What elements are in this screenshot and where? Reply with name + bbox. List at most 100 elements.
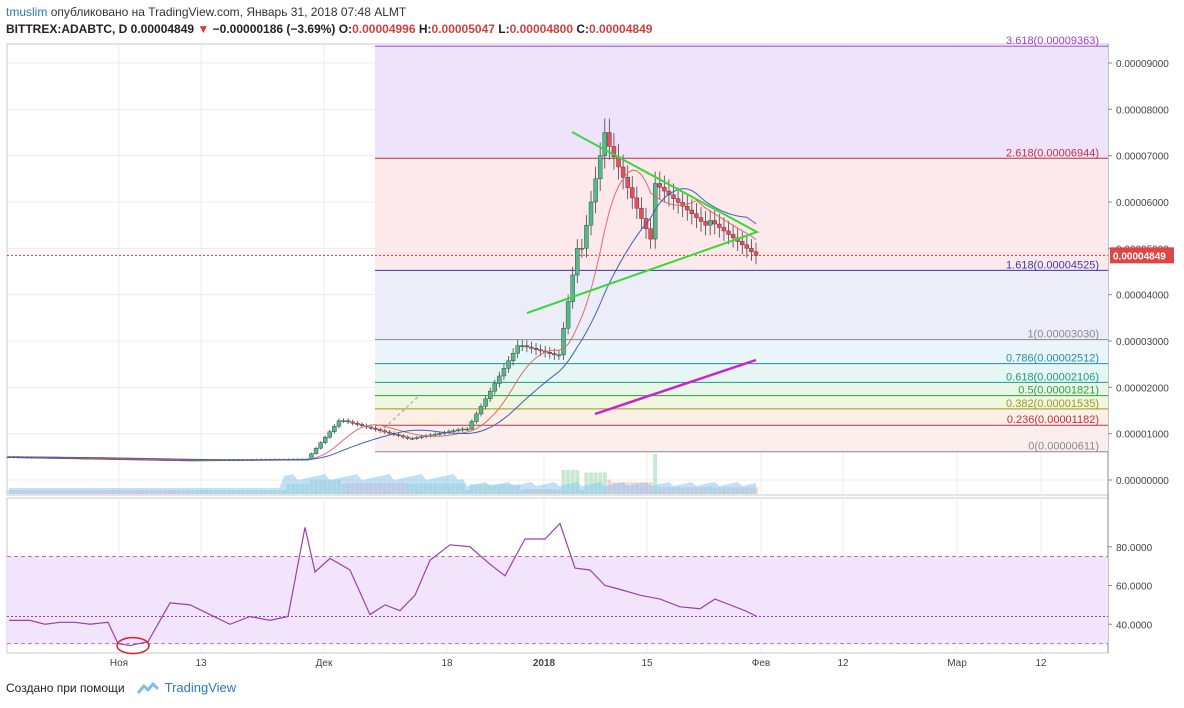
fib-level-label: 3.618(0.00009363): [1006, 35, 1099, 47]
candle-body: [437, 433, 442, 435]
rsi-tick-label: 80.0000: [1116, 543, 1153, 554]
candle-body: [717, 223, 722, 228]
author-link[interactable]: tmuslim: [6, 5, 48, 19]
candle-body: [355, 423, 360, 425]
candle-body: [721, 227, 727, 232]
time-tick-label: 2018: [533, 658, 556, 669]
price-tick-label: 0.00006000: [1116, 198, 1169, 209]
volume-bar: [584, 472, 589, 494]
candle-body: [749, 248, 754, 253]
candle-body: [410, 438, 415, 440]
candle-body: [451, 430, 456, 432]
candle-body: [465, 428, 470, 431]
fib-zone: [375, 46, 1108, 159]
candle-body: [625, 177, 630, 188]
candle-body: [657, 183, 662, 188]
candle-body: [689, 209, 695, 214]
candle-body: [561, 328, 566, 356]
volume-bar: [575, 469, 580, 494]
candle-body: [524, 345, 530, 348]
volume-ma-area: [9, 474, 756, 494]
candle-body: [575, 248, 580, 276]
candle-body: [579, 248, 585, 250]
candle-body: [345, 420, 351, 423]
rsi-line: [9, 522, 758, 647]
candle-body: [538, 349, 543, 352]
rsi-tick-label: 60.0000: [1116, 582, 1153, 593]
price-tick-label: 0.00000000: [1116, 476, 1169, 487]
ma-slow-line: [8, 188, 757, 461]
time-tick-label: Фев: [752, 658, 770, 669]
candle-body: [620, 166, 626, 178]
price-chart[interactable]: 3.618(0.00009363) 2.618(0.00006944) 1.618(…: [0, 0, 1184, 680]
candle-body: [707, 220, 713, 226]
price-tick-label: 0.00008000: [1116, 105, 1169, 116]
candle-body: [634, 197, 640, 209]
candle-body: [556, 354, 562, 357]
candle-body: [455, 429, 461, 432]
symbol-label[interactable]: BITTREX:ADABTC, D: [6, 22, 128, 36]
candle-body: [630, 187, 635, 199]
price-tick-label: 0.00004000: [1116, 291, 1169, 302]
candle-body: [652, 183, 658, 240]
candle-body: [419, 436, 424, 438]
candle-body: [332, 425, 337, 432]
volume-bar: [589, 472, 594, 494]
candle-body: [478, 406, 484, 415]
candle-body: [726, 230, 731, 235]
candle-body: [506, 360, 511, 369]
candle-body: [588, 201, 594, 226]
down-arrow-icon: ▼: [197, 22, 210, 36]
candle-body: [382, 430, 387, 433]
candle-body: [492, 383, 497, 392]
low-label: L:: [498, 22, 510, 36]
last-price: 0.00004849: [130, 22, 195, 36]
candle-body: [753, 251, 759, 256]
fib-level-label: 0.786(0.00002512): [1006, 353, 1099, 365]
candle-body: [433, 433, 438, 436]
tradingview-logo-icon[interactable]: [136, 681, 159, 695]
price-tick-label: 0.00007000: [1116, 152, 1169, 163]
open-label: O:: [338, 22, 353, 36]
fib-level-label: 2.618(0.00006944): [1006, 147, 1099, 159]
candle-body: [611, 146, 617, 157]
candle-body: [400, 435, 406, 438]
candle-body: [744, 244, 750, 249]
chart-header: tmuslim опубликовано на TradingView.com,…: [6, 4, 1176, 38]
candle-body: [547, 352, 552, 354]
fib-zone: [375, 382, 1108, 396]
footer: Создано при помощи TradingView: [6, 680, 236, 695]
open-value: 0.00004996: [352, 22, 416, 36]
volume-bar: [561, 469, 566, 494]
last-price-badge: [1110, 247, 1174, 264]
trend-line: [594, 358, 757, 416]
candle-body: [497, 375, 502, 384]
fib-level-label: 0.382(0.00001535): [1006, 398, 1099, 410]
candle-body: [584, 224, 589, 249]
candle-body: [730, 234, 736, 239]
candle-body: [662, 187, 667, 192]
published-text: опубликовано на TradingView.com, Январь …: [50, 5, 407, 19]
candle-body: [698, 217, 704, 222]
candle-body: [529, 346, 534, 349]
fib-level-label: 0.5(0.00001821): [1018, 385, 1099, 397]
candle-body: [712, 220, 717, 225]
candle-body: [323, 436, 328, 443]
volume-bar: [653, 454, 658, 494]
candle-body: [396, 434, 401, 436]
fib-zone: [375, 158, 1108, 271]
high-label: H:: [418, 22, 432, 36]
tradingview-brand-link[interactable]: TradingView: [164, 680, 237, 695]
time-tick-label: 12: [1035, 658, 1047, 669]
candle-body: [515, 345, 520, 354]
candle-body: [327, 431, 332, 438]
rsi-band: [7, 556, 1108, 644]
candle-body: [593, 178, 598, 203]
candle-body: [483, 398, 488, 407]
symmetrical-triangle: [526, 131, 760, 314]
candle-body: [460, 428, 465, 431]
candle-body: [501, 368, 507, 377]
fib-level-label: 0(0.00000611): [1028, 441, 1099, 453]
candle-body: [703, 221, 708, 226]
candle-body: [570, 274, 575, 302]
